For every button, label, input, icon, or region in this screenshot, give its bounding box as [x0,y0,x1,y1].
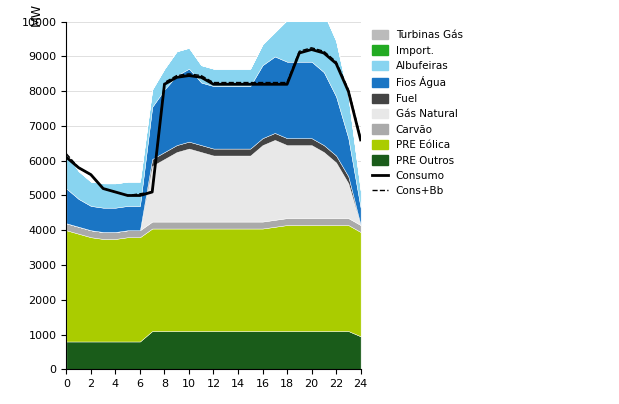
Consumo [296,50,303,55]
Cons+Bb [136,191,144,196]
Cons+Bb [284,80,291,85]
Cons+Bb [149,189,156,194]
Consumo [136,193,144,198]
Consumo [124,193,131,198]
Cons+Bb [210,80,217,85]
Cons+Bb [63,152,70,156]
Consumo [246,82,254,87]
Consumo [149,189,156,194]
Consumo [357,137,365,142]
Cons+Bb [222,80,230,85]
Consumo [111,189,119,194]
Consumo [222,82,230,87]
Consumo [100,186,107,191]
Consumo [308,47,315,52]
Consumo [161,82,168,87]
Cons+Bb [320,49,327,54]
Cons+Bb [185,72,193,76]
Cons+Bb [345,87,352,92]
Cons+Bb [111,189,119,194]
Cons+Bb [308,45,315,50]
Cons+Bb [75,165,82,170]
Consumo [320,50,327,55]
Consumo [259,82,266,87]
Cons+Bb [357,136,365,141]
Cons+Bb [246,80,254,85]
Consumo [235,82,242,87]
Legend: Turbinas Gás, Import., Albufeiras, Fios Água, Fuel, Gás Natural, Carvão, PRE Eól: Turbinas Gás, Import., Albufeiras, Fios … [369,27,466,200]
Cons+Bb [87,172,95,177]
Cons+Bb [197,73,205,78]
Line: Consumo: Consumo [66,50,361,196]
Consumo [173,75,180,80]
Line: Cons+Bb: Cons+Bb [66,48,361,196]
Y-axis label: MW: MW [30,3,43,26]
Consumo [197,75,205,80]
Cons+Bb [124,193,131,198]
Consumo [271,82,279,87]
Consumo [185,73,193,78]
Consumo [63,155,70,160]
Consumo [284,82,291,87]
Cons+Bb [332,59,340,64]
Consumo [345,89,352,94]
Cons+Bb [296,49,303,54]
Cons+Bb [173,73,180,78]
Cons+Bb [259,80,266,85]
Cons+Bb [271,80,279,85]
Consumo [332,61,340,66]
Consumo [210,82,217,87]
Cons+Bb [235,80,242,85]
Cons+Bb [100,186,107,191]
Cons+Bb [161,80,168,85]
Consumo [75,165,82,170]
Consumo [87,172,95,177]
